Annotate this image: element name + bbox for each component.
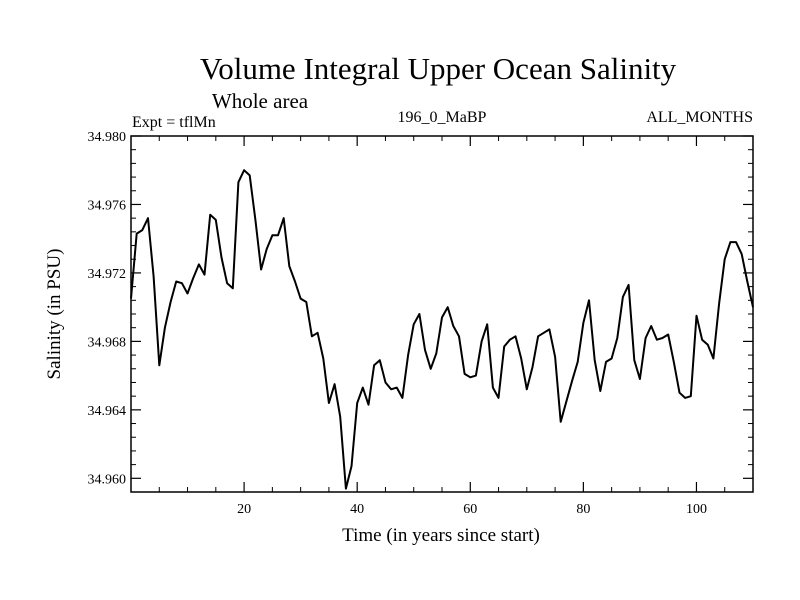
y-tick-label: 34.968 (88, 335, 127, 350)
chart-title: Volume Integral Upper Ocean Salinity (200, 51, 677, 86)
x-tick-label: 20 (237, 502, 251, 517)
x-tick-label: 40 (350, 502, 364, 517)
x-axis-ticks: 20 40 60 80 100 (158, 136, 726, 517)
chart-subtitle: Whole area (212, 89, 309, 113)
salinity-series-line (130, 169, 754, 490)
y-tick-label: 34.964 (88, 404, 127, 419)
x-tick-label: 80 (576, 502, 590, 517)
y-tick-label: 34.972 (88, 267, 127, 282)
y-axis-label: Salinity (in PSU) (44, 249, 65, 380)
x-tick-label: 60 (463, 502, 477, 517)
x-axis-label: Time (in years since start) (342, 525, 540, 546)
plot-frame (130, 135, 754, 493)
period-label: ALL_MONTHS (646, 109, 753, 126)
experiment-label: Expt = tflMn (132, 114, 216, 131)
y-tick-label: 34.976 (88, 198, 127, 213)
y-tick-label: 34.960 (88, 472, 127, 487)
x-tick-label: 100 (686, 502, 707, 517)
run-label: 196_0_MaBP (398, 109, 487, 126)
y-tick-label: 34.980 (88, 130, 127, 145)
y-axis-ticks: 34.960 34.964 34.968 34.972 34.976 34.980 (88, 130, 753, 493)
